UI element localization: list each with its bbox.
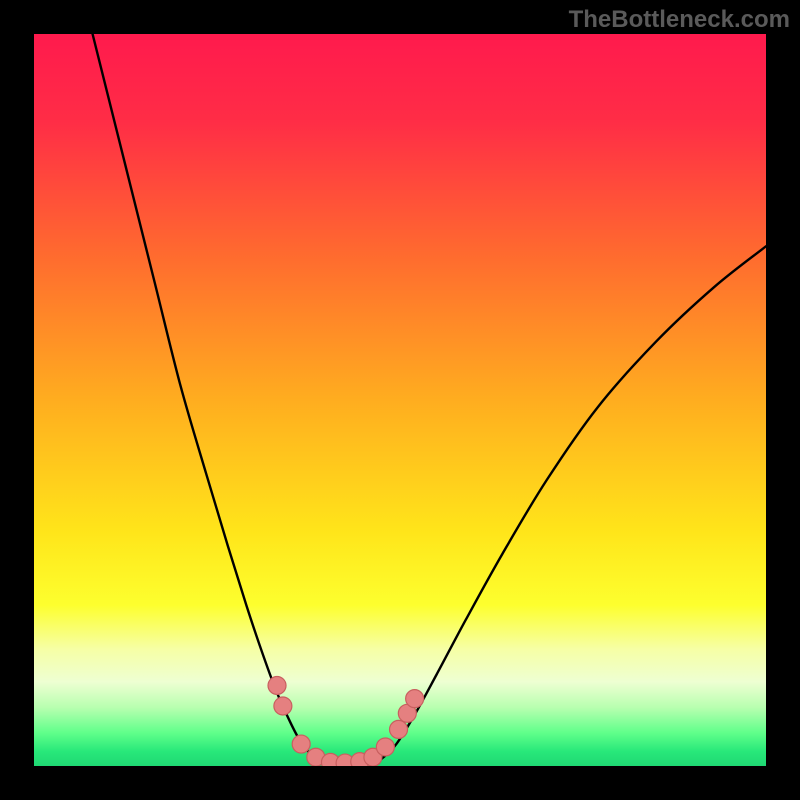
chart-svg: [34, 34, 766, 766]
chart-frame: TheBottleneck.com: [0, 0, 800, 800]
data-marker: [268, 676, 286, 694]
data-marker: [376, 738, 394, 756]
watermark-text: TheBottleneck.com: [569, 6, 790, 34]
data-marker: [390, 720, 408, 738]
plot-area: [34, 34, 766, 766]
data-marker: [274, 697, 292, 715]
gradient-background: [34, 34, 766, 766]
data-marker: [292, 735, 310, 753]
data-marker: [406, 690, 424, 708]
